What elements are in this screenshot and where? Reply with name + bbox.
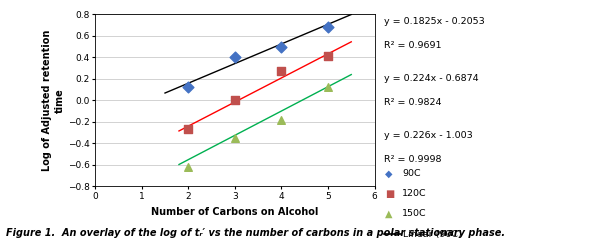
- Text: Linear (90C): Linear (90C): [403, 230, 462, 239]
- X-axis label: Number of Carbons on Alcohol: Number of Carbons on Alcohol: [151, 206, 319, 217]
- Point: [276, 70, 286, 73]
- Text: R² = 0.9824: R² = 0.9824: [384, 98, 441, 107]
- Text: y = 0.226x - 1.003: y = 0.226x - 1.003: [384, 131, 473, 141]
- Point: [184, 128, 193, 131]
- Text: ▲: ▲: [385, 209, 392, 219]
- Point: [184, 86, 193, 89]
- Y-axis label: Log of Adjusted retention
time: Log of Adjusted retention time: [42, 30, 65, 171]
- Text: ■: ■: [385, 189, 394, 199]
- Text: 90C: 90C: [402, 169, 421, 178]
- Point: [276, 118, 286, 122]
- Point: [230, 136, 239, 140]
- Point: [323, 86, 333, 89]
- Text: y = 0.224x - 0.6874: y = 0.224x - 0.6874: [384, 74, 478, 83]
- Text: R² = 0.9998: R² = 0.9998: [384, 155, 441, 164]
- Point: [230, 55, 239, 59]
- Text: y = 0.1825x - 0.2053: y = 0.1825x - 0.2053: [384, 17, 484, 26]
- Text: 150C: 150C: [402, 209, 427, 218]
- Point: [184, 165, 193, 169]
- Text: Figure 1.  An overlay of the log of tᵣ′ vs the number of carbons in a polar stat: Figure 1. An overlay of the log of tᵣ′ v…: [6, 228, 505, 238]
- Point: [323, 54, 333, 58]
- Text: 120C: 120C: [402, 189, 427, 198]
- Text: ◆: ◆: [385, 168, 392, 178]
- Text: R² = 0.9691: R² = 0.9691: [384, 41, 441, 50]
- Point: [230, 98, 239, 102]
- Point: [323, 25, 333, 29]
- Point: [276, 45, 286, 49]
